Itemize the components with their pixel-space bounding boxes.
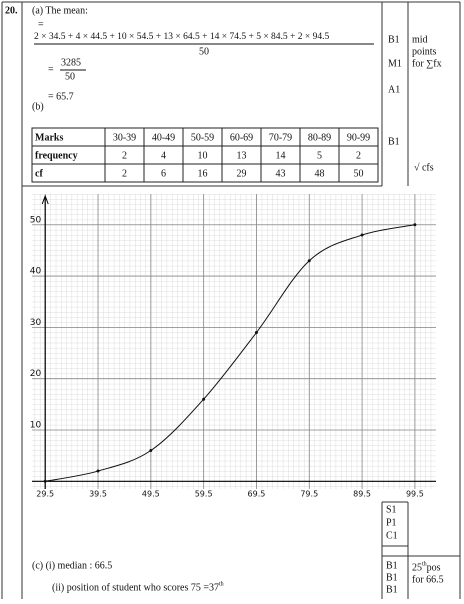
point — [360, 233, 364, 237]
table-cell — [338, 163, 379, 183]
numerator: 2 × 34.5 + 4 × 44.5 + 10 × 54.5 + 13 × 6… — [34, 32, 330, 42]
note: for ∑fx — [412, 58, 442, 69]
cell-text: 29 — [237, 168, 247, 179]
text: (ii) position of student who scores 75 = — [52, 582, 209, 593]
note: for 66.5 — [412, 574, 444, 585]
x-tick-label: 99.5 — [406, 490, 424, 499]
text: = — [38, 19, 44, 30]
cell-text: 50 — [354, 168, 364, 179]
x-tick-label: 89.5 — [353, 490, 371, 499]
note: points — [412, 46, 437, 57]
cell-text: 48 — [315, 168, 325, 179]
mark: B1 — [388, 136, 400, 147]
point — [96, 469, 100, 473]
mark: B1 — [386, 584, 398, 595]
numerator: 3285 — [61, 57, 81, 68]
mark: B1 — [386, 572, 398, 583]
text: th — [219, 581, 224, 587]
mark: B1 — [388, 34, 400, 45]
y-tick-label: 50 — [30, 215, 42, 225]
mark: S1 — [386, 504, 397, 515]
y-tick-label: 30 — [30, 318, 42, 328]
point — [202, 397, 206, 401]
note: √ cfs — [414, 162, 434, 173]
note: mid — [412, 34, 428, 45]
point — [43, 479, 47, 483]
mark: P1 — [386, 517, 397, 528]
cell-text: 90-99 — [347, 132, 370, 143]
cell-text: 40-49 — [152, 132, 175, 143]
text: 37 — [209, 582, 219, 593]
text: (a) The mean: — [32, 5, 88, 16]
cell-text: 16 — [198, 168, 208, 179]
cell-text: 60-69 — [230, 132, 253, 143]
cell-text: 13 — [237, 150, 247, 161]
text: = — [48, 64, 54, 75]
cell-text: 2 — [356, 150, 361, 161]
cell-text: 14 — [276, 150, 286, 161]
cell-text: 30-39 — [113, 132, 136, 143]
mark: C1 — [386, 530, 398, 541]
text: = 65.7 — [48, 91, 74, 102]
cell-text: 80-89 — [308, 132, 331, 143]
y-tick-label: 20 — [30, 369, 42, 379]
table-cell — [31, 163, 106, 183]
y-tick-label: 40 — [30, 267, 42, 277]
question-number: 20. — [5, 5, 18, 16]
cell-text: 43 — [276, 168, 286, 179]
x-tick-label: 69.5 — [248, 490, 266, 499]
axis-arrow — [41, 194, 49, 205]
mark: A1 — [388, 84, 400, 95]
y-tick-label: 10 — [30, 421, 42, 431]
cell-text: 2 — [122, 168, 127, 179]
point — [149, 449, 153, 453]
mark: M1 — [388, 58, 402, 69]
text: (b) — [32, 101, 44, 112]
cell-text: 10 — [198, 150, 208, 161]
minor-grid — [32, 194, 436, 489]
cell-text: Marks — [35, 132, 63, 143]
x-tick-label: 79.5 — [300, 490, 318, 499]
cell-text: 70-79 — [269, 132, 292, 143]
x-tick-label: 59.5 — [195, 490, 213, 499]
mark: B1 — [386, 560, 398, 571]
cell-text: 2 — [122, 150, 127, 161]
graph: 29.5 39.5 49.5 59.5 69.5 79.5 89.5 99.5 10 20 30 40… — [30, 194, 436, 499]
point — [307, 259, 311, 263]
denominator: 50 — [65, 71, 75, 82]
x-tick-label: 29.5 — [36, 490, 54, 499]
x-tick-label: 39.5 — [89, 490, 107, 499]
cell-text: frequency — [35, 150, 78, 161]
cell-text: 6 — [161, 168, 166, 179]
text: (c) (i) median : 66.5 — [32, 560, 112, 571]
denominator: 50 — [199, 46, 209, 57]
point — [413, 223, 417, 227]
cell-text: cf — [35, 168, 43, 179]
note: th — [422, 561, 427, 567]
cell-text: 5 — [317, 150, 322, 161]
cell-text: 50-59 — [191, 132, 214, 143]
cf-curve — [45, 224, 415, 482]
x-tick-label: 49.5 — [142, 490, 160, 499]
point — [254, 331, 258, 335]
table: Marks 30-39 40-49 50-59 60-69 70-79 80-89 90-99… — [31, 127, 379, 183]
note: 25 — [412, 562, 422, 573]
cell-text: 4 — [161, 150, 166, 161]
note: pos — [427, 562, 441, 573]
